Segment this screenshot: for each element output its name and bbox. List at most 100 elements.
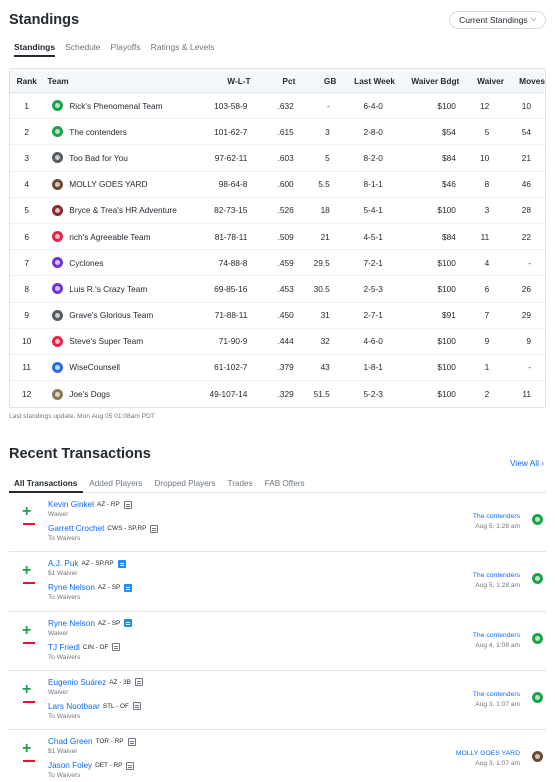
gb-cell: 32: [320, 336, 330, 347]
dropped-player-meta: To Waivers: [48, 594, 81, 602]
added-player-link[interactable]: A.J. Puk: [48, 559, 79, 569]
transaction-type-icons: +: [9, 552, 48, 610]
last-week-cell: 8-1-1: [363, 179, 383, 190]
col-waiver[interactable]: Waiver: [477, 75, 505, 86]
team-cell: Grave's Glorious Team: [43, 309, 192, 321]
added-player-link[interactable]: Eugenio Suárez: [48, 677, 107, 687]
col-wlt[interactable]: W-L-T: [227, 75, 251, 86]
team-name-link[interactable]: MOLLY GOES YARD: [69, 179, 148, 190]
dropped-player-link[interactable]: Garrett Crochet: [48, 524, 105, 534]
col-last-week[interactable]: Last Week: [354, 75, 396, 86]
added-player: Chad Green TOR - RP: [48, 736, 546, 747]
tab-all-transactions[interactable]: All Transactions: [9, 475, 84, 494]
team-name-link[interactable]: rich's Agreeable Team: [69, 231, 151, 242]
tab-ratings-levels[interactable]: Ratings & Levels: [150, 42, 215, 52]
tab-trades[interactable]: Trades: [227, 479, 253, 489]
team-name-link[interactable]: Joe's Dogs: [69, 389, 111, 400]
table-row: 2 The contenders 101-62-7 .615 3 2-8-0 $54 5 54: [10, 119, 545, 146]
player-note-icon[interactable]: [124, 619, 133, 628]
col-moves[interactable]: Moves: [519, 75, 545, 86]
transaction-item: + Eugenio Suárez AZ - 3B Waiver Lars Nootbaa…: [9, 671, 546, 730]
player-note-icon[interactable]: [126, 761, 135, 770]
tab-schedule[interactable]: Schedule: [65, 42, 101, 52]
team-name-link[interactable]: WiseCounsell: [69, 362, 121, 373]
player-note-icon[interactable]: [134, 678, 143, 687]
tab-fab-offers[interactable]: FAB Offers: [264, 479, 305, 489]
col-team[interactable]: Team: [47, 75, 69, 86]
player-note-icon[interactable]: [150, 524, 159, 533]
transaction-team-link[interactable]: MOLLY GOES YARD: [455, 750, 520, 757]
pct-cell: .444: [277, 336, 294, 347]
wlt-cell: 71-88-11: [214, 310, 248, 321]
standings-title: Standings: [9, 12, 80, 28]
dropped-player-link[interactable]: TJ Friedl: [48, 642, 80, 652]
gb-cell: -: [327, 100, 330, 111]
added-player-link[interactable]: Ryne Nelson: [48, 618, 95, 628]
col-pct[interactable]: Pct: [282, 75, 296, 86]
player-note-icon[interactable]: [112, 643, 121, 652]
added-player-position: AZ - SP,RP: [81, 560, 114, 568]
waiver-budget-cell: $84: [441, 152, 456, 163]
tab-standings[interactable]: Standings: [9, 36, 60, 58]
pct-cell: .632: [277, 100, 294, 111]
col-waiver-budget[interactable]: Waiver Bdgt: [411, 75, 460, 86]
player-note-icon[interactable]: [127, 737, 136, 746]
add-icon: +: [22, 621, 32, 639]
transaction-team-link[interactable]: The contenders: [472, 513, 520, 521]
transaction-date: Aug 5, 1:28 am: [475, 523, 520, 531]
standings-table: Rank Team W-L-T Pct GB Last Week Waiver …: [9, 68, 546, 409]
tab-added-players[interactable]: Added Players: [89, 479, 143, 489]
added-player-link[interactable]: Chad Green: [48, 737, 93, 746]
dropped-player-link[interactable]: Jason Foley: [48, 761, 93, 770]
player-note-icon[interactable]: [117, 559, 126, 568]
added-player-meta: Waiver: [48, 629, 69, 637]
added-player-meta: $1 Waiver: [48, 748, 78, 755]
last-week-cell: 2-8-0: [363, 126, 383, 137]
col-rank[interactable]: Rank: [16, 75, 37, 86]
pct-cell: .526: [277, 205, 294, 216]
tab-dropped-players[interactable]: Dropped Players: [154, 479, 216, 489]
transaction-team-link[interactable]: The contenders: [472, 690, 520, 698]
team-name-link[interactable]: Rick's Phenomenal Team: [69, 100, 163, 111]
team-name-link[interactable]: Luis R.'s Crazy Team: [69, 283, 148, 294]
tab-playoffs[interactable]: Playoffs: [110, 42, 141, 52]
dropped-player: Garrett Crochet CWS - SP,RP: [48, 523, 546, 534]
player-note-icon[interactable]: [124, 583, 133, 592]
player-note-icon[interactable]: [132, 702, 141, 711]
team-name-link[interactable]: Too Bad for You: [69, 152, 128, 163]
team-cell: Luis R.'s Crazy Team: [43, 283, 192, 295]
view-all-link[interactable]: View All ›: [510, 458, 544, 468]
added-player: Eugenio Suárez AZ - 3B: [48, 677, 546, 688]
pct-cell: .450: [277, 310, 294, 321]
team-logo-icon: [52, 152, 64, 164]
moves-cell: 22: [521, 231, 531, 242]
rank-cell: 4: [24, 179, 29, 190]
team-name-link[interactable]: Bryce & Trea's HR Adventure: [69, 205, 177, 216]
transaction-owner: The contenders Aug 3, 1:07 am: [473, 690, 520, 710]
player-note-icon[interactable]: [123, 500, 132, 509]
team-name-link[interactable]: Grave's Glorious Team: [69, 310, 154, 321]
transaction-team-link[interactable]: The contenders: [472, 631, 520, 639]
waiver-cell: 12: [480, 100, 490, 111]
table-row: 12 Joe's Dogs 49-107-14 .329 51.5 5-2-3 $100 2 1…: [10, 381, 545, 407]
team-name-link[interactable]: Steve's Super Team: [69, 336, 144, 347]
team-name-link[interactable]: The contenders: [69, 126, 127, 137]
team-name-link[interactable]: Cyclones: [69, 257, 104, 268]
waiver-cell: 8: [484, 179, 490, 190]
transaction-team-link[interactable]: The contenders: [472, 572, 520, 580]
added-player-link[interactable]: Kevin Ginkel: [48, 500, 94, 510]
standings-view-dropdown[interactable]: Current Standings ⌵: [449, 11, 546, 29]
add-icon: +: [22, 740, 32, 757]
dropped-player-link[interactable]: Ryne Nelson: [48, 583, 95, 593]
transaction-owner: The contenders Aug 5, 1:28 am: [473, 571, 520, 591]
moves-cell: 10: [521, 100, 531, 111]
waiver-cell: 4: [484, 257, 490, 268]
add-icon: +: [22, 562, 32, 580]
col-gb[interactable]: GB: [323, 75, 337, 86]
dropped-player-link[interactable]: Lars Nootbaar: [48, 701, 100, 711]
team-cell: Too Bad for You: [43, 152, 192, 164]
transaction-date: Aug 3, 1:07 am: [475, 700, 520, 708]
gb-cell: 21: [320, 231, 330, 242]
moves-cell: 54: [521, 126, 531, 137]
team-logo-icon: [52, 388, 64, 400]
